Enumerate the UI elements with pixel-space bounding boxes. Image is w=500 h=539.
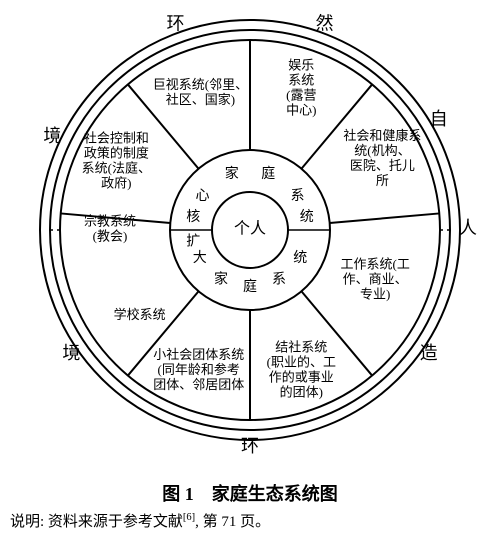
svg-text:社会控制和: 社会控制和 — [84, 130, 149, 145]
svg-text:医院、托儿: 医院、托儿 — [350, 158, 415, 173]
svg-text:所: 所 — [376, 173, 389, 188]
svg-text:环: 环 — [241, 436, 259, 456]
svg-text:娱乐: 娱乐 — [288, 58, 314, 73]
svg-text:专业): 专业) — [360, 287, 390, 302]
svg-text:人: 人 — [459, 218, 477, 238]
svg-text:中心): 中心) — [286, 103, 316, 118]
svg-text:统: 统 — [300, 209, 314, 225]
svg-text:(教会): (教会) — [93, 228, 128, 243]
svg-text:造: 造 — [420, 343, 438, 363]
svg-text:扩: 扩 — [186, 233, 200, 249]
svg-text:然: 然 — [316, 13, 334, 33]
ecology-diagram: 人造环境自然环境社会控制和政策的制度系统(法庭、政府)巨视系统(邻里、社区、国家… — [0, 0, 500, 470]
source-note: 说明: 资料来源于参考文献[6], 第 71 页。 — [10, 510, 490, 531]
svg-text:家: 家 — [225, 165, 239, 182]
svg-text:系: 系 — [291, 188, 305, 204]
svg-text:(露营: (露营 — [286, 88, 316, 103]
svg-text:自: 自 — [430, 109, 448, 129]
svg-text:政府): 政府) — [101, 175, 131, 190]
svg-text:社区、国家): 社区、国家) — [166, 92, 235, 107]
svg-text:作的或事业: 作的或事业 — [269, 369, 334, 384]
svg-text:系统(法庭、: 系统(法庭、 — [82, 160, 151, 175]
svg-text:结社系统: 结社系统 — [275, 339, 327, 354]
svg-text:境: 境 — [43, 126, 61, 146]
svg-text:庭: 庭 — [261, 165, 275, 182]
svg-text:系: 系 — [272, 271, 286, 287]
svg-text:学校系统: 学校系统 — [114, 307, 166, 322]
svg-text:作、商业、: 作、商业、 — [343, 272, 408, 287]
figure-caption: 图 1 家庭生态系统图 — [0, 480, 500, 506]
svg-text:环: 环 — [166, 13, 184, 33]
diagram-root: 人造环境自然环境社会控制和政策的制度系统(法庭、政府)巨视系统(邻里、社区、国家… — [0, 0, 500, 539]
svg-text:境: 境 — [62, 343, 80, 363]
svg-text:的团体): 的团体) — [280, 384, 323, 399]
svg-text:庭: 庭 — [243, 278, 257, 295]
svg-text:政策的制度: 政策的制度 — [84, 145, 149, 160]
svg-text:心: 心 — [195, 188, 209, 204]
svg-text:统: 统 — [293, 250, 307, 266]
svg-text:大: 大 — [193, 250, 207, 266]
svg-text:核: 核 — [186, 209, 200, 225]
svg-text:(职业的、工: (职业的、工 — [267, 354, 336, 369]
svg-text:家: 家 — [214, 270, 228, 287]
svg-text:小社会团体系统: 小社会团体系统 — [153, 347, 244, 362]
svg-text:宗教系统: 宗教系统 — [84, 213, 136, 228]
svg-text:团体、邻居团体: 团体、邻居团体 — [153, 377, 244, 392]
svg-text:统(机构、: 统(机构、 — [354, 143, 410, 158]
svg-text:(同年龄和参考: (同年龄和参考 — [158, 362, 240, 377]
svg-text:巨视系统(邻里、: 巨视系统(邻里、 — [153, 77, 248, 92]
svg-text:系统: 系统 — [288, 73, 314, 88]
svg-text:工作系统(工: 工作系统(工 — [340, 257, 409, 272]
svg-text:个人: 个人 — [234, 220, 266, 238]
svg-text:社会和健康系: 社会和健康系 — [343, 128, 421, 143]
